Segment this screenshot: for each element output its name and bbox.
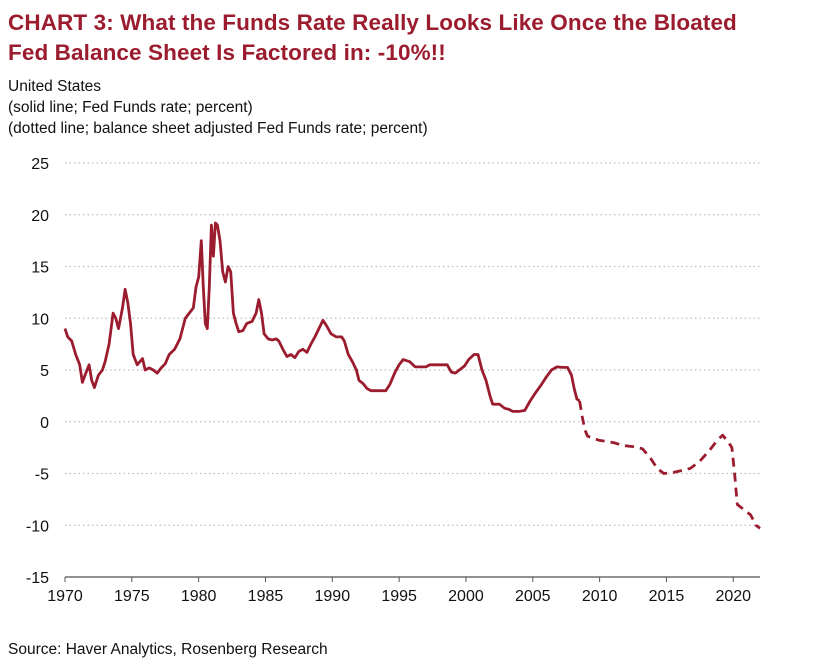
x-tick-label: 1990 xyxy=(315,588,351,605)
x-tick-label: 2005 xyxy=(515,588,551,605)
series-line-balance-sheet-adjusted xyxy=(578,400,761,530)
x-tick-label: 1975 xyxy=(114,588,150,605)
x-tick-label: 1985 xyxy=(248,588,284,605)
chart-title: CHART 3: What the Funds Rate Really Look… xyxy=(8,8,818,68)
y-tick-label: 0 xyxy=(40,415,49,432)
chart-subtitle-country: United States xyxy=(8,78,102,95)
y-tick-label: 15 xyxy=(31,260,49,277)
y-tick-label: -15 xyxy=(26,570,49,587)
chart-subtitle-solid-line-note: (solid line; Fed Funds rate; percent) xyxy=(8,99,253,116)
y-tick-label: -5 xyxy=(35,467,49,484)
y-tick-label: 5 xyxy=(40,363,49,380)
chart-subtitle-dotted-line-note: (dotted line; balance sheet adjusted Fed… xyxy=(8,120,428,137)
x-tick-label: 2020 xyxy=(715,588,751,605)
y-tick-label: 25 xyxy=(31,156,49,173)
series-group xyxy=(63,221,761,530)
y-tick-label: -10 xyxy=(26,518,49,535)
y-tick-label: 10 xyxy=(31,311,49,328)
x-tick-label: 1980 xyxy=(181,588,217,605)
chart-subtitle: United States (solid line; Fed Funds rat… xyxy=(8,76,428,139)
x-tick-label: 1995 xyxy=(381,588,417,605)
series-line-fed-funds-rate xyxy=(63,221,581,413)
chart-title-line-2: Fed Balance Sheet Is Factored in: -10%!! xyxy=(8,40,446,65)
gridlines xyxy=(65,162,760,578)
source-note: Source: Haver Analytics, Rosenberg Resea… xyxy=(8,641,328,658)
y-axis-ticks: 25 20 15 10 5 0 -5 -10 -15 xyxy=(26,156,49,587)
x-tick-label: 2015 xyxy=(649,588,685,605)
chart-title-line-1: CHART 3: What the Funds Rate Really Look… xyxy=(8,10,737,35)
x-tick-label: 2010 xyxy=(582,588,618,605)
x-axis: 1970 1975 1980 1985 1990 1995 2000 2005 2010 2015… xyxy=(47,576,760,605)
y-tick-label: 20 xyxy=(31,208,49,225)
x-tick-label: 2000 xyxy=(448,588,484,605)
x-tick-label: 1970 xyxy=(47,588,83,605)
